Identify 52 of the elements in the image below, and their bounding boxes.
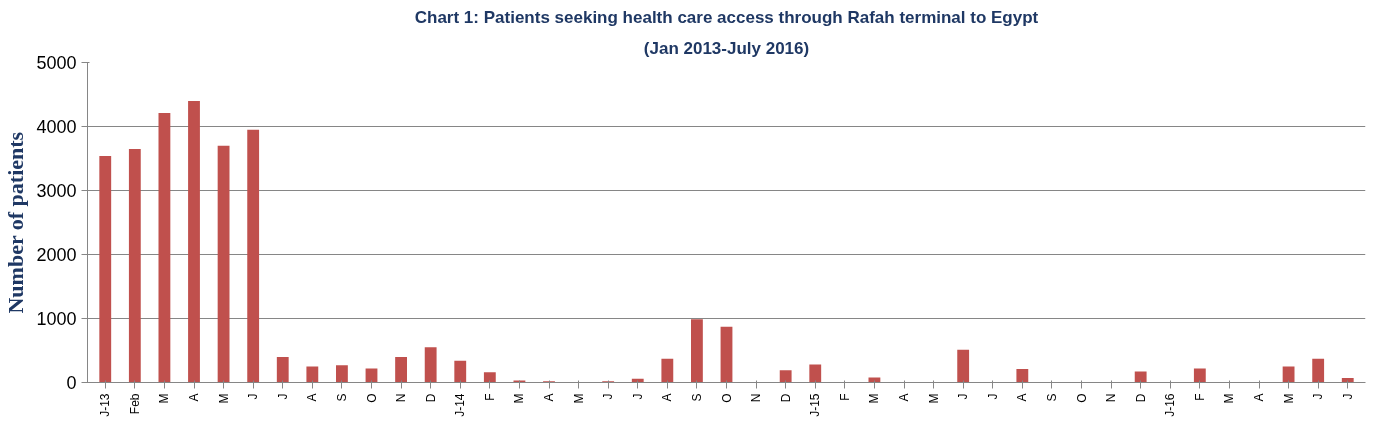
x-tick-label: J: [275, 393, 290, 400]
x-tick-label: O: [364, 393, 379, 403]
x-tick-label: J-15: [808, 393, 823, 417]
y-axis-title: Number of patients: [3, 131, 29, 314]
x-tick-label: J-14: [453, 393, 468, 417]
x-tick-label: M: [867, 393, 882, 404]
x-tick-label: A: [187, 393, 201, 402]
y-tick-label: 5000: [36, 53, 77, 73]
x-tick-label: M: [157, 393, 172, 404]
x-tick-label: D: [1133, 393, 1148, 403]
x-tick-label: S: [1044, 393, 1059, 402]
x-tick-label: Feb: [127, 393, 142, 415]
y-tick-label: 1000: [36, 309, 77, 329]
y-tick-label: 4000: [36, 117, 77, 137]
x-tick-label: F: [1192, 393, 1207, 401]
x-tick-label: A: [660, 393, 675, 402]
x-tick-label: J: [985, 393, 1000, 400]
x-tick-label: M: [512, 393, 527, 404]
y-tick-label: 0: [66, 373, 77, 393]
x-tick-label: J: [956, 393, 971, 400]
y-tick-label: 3000: [36, 181, 77, 201]
x-tick-label: J: [1340, 393, 1355, 400]
x-tick-label: J: [246, 393, 261, 400]
y-tick-label: 2000: [36, 245, 77, 265]
x-tick-label: A: [1252, 393, 1266, 402]
x-tick-label: O: [719, 393, 734, 403]
x-tick-label: J-16: [1163, 393, 1178, 417]
x-tick-label: N: [1104, 393, 1119, 403]
x-tick-label: M: [571, 393, 586, 404]
chart-title: Chart 1: Patients seeking health care access through Rafah terminal to Egypt: [414, 7, 1039, 27]
x-tick-label: A: [305, 393, 320, 402]
x-tick-label: J: [630, 393, 645, 400]
x-tick-label: A: [542, 393, 556, 402]
x-tick-label: A: [1015, 393, 1030, 402]
x-tick-label: D: [778, 393, 793, 403]
x-tick-label: M: [926, 393, 941, 404]
x-tick-label: F: [482, 393, 497, 401]
x-tick-label: J: [1311, 393, 1326, 400]
x-tick-label: N: [394, 393, 409, 403]
x-tick-label: O: [1074, 393, 1089, 403]
x-tick-label: S: [689, 393, 704, 402]
x-tick-label: D: [423, 393, 438, 403]
x-tick-label: A: [897, 393, 911, 402]
x-tick-label: J: [601, 393, 616, 400]
x-tick-label: M: [1281, 393, 1296, 404]
x-tick-label: J-13: [98, 393, 113, 417]
x-tick-label: M: [216, 393, 231, 404]
x-tick-label: F: [837, 393, 852, 401]
x-tick-label: M: [1222, 393, 1237, 404]
x-tick-label: N: [749, 393, 764, 403]
x-tick-label: S: [334, 393, 349, 402]
chart-subtitle: (Jan 2013-July 2016): [643, 38, 810, 58]
